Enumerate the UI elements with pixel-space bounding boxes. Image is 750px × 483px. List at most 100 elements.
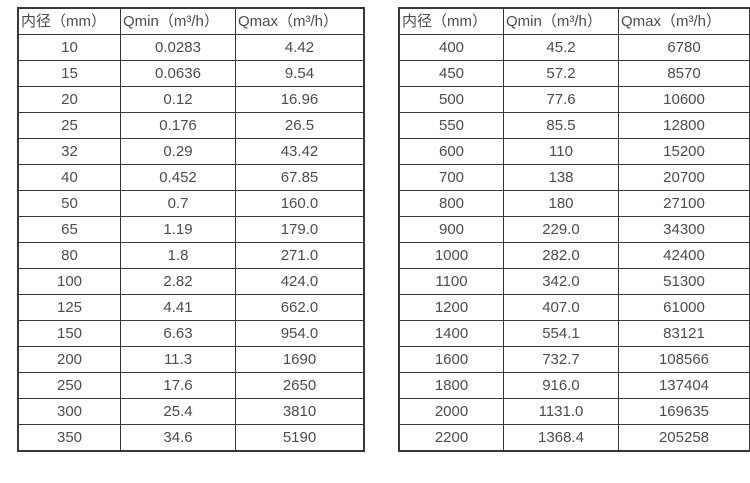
table-row: 25 0.176 26.5 xyxy=(17,112,365,139)
cell-qmax: 20700 xyxy=(618,164,750,191)
cell-diameter: 1000 xyxy=(398,242,504,269)
table-row: 300 25.4 3810 xyxy=(17,398,365,425)
cell-qmax: 9.54 xyxy=(235,60,365,87)
table-row: 1200 407.0 61000 xyxy=(398,294,750,321)
cell-diameter: 100 xyxy=(17,268,121,295)
cell-qmax: 1690 xyxy=(235,346,365,373)
cell-diameter: 600 xyxy=(398,138,504,165)
table-row: 350 34.6 5190 xyxy=(17,424,365,452)
cell-qmin: 229.0 xyxy=(503,216,619,243)
cell-qmax: 67.85 xyxy=(235,164,365,191)
cell-qmax: 16.96 xyxy=(235,86,365,113)
cell-qmax: 12800 xyxy=(618,112,750,139)
cell-diameter: 1600 xyxy=(398,346,504,373)
header-row: 内径（mm） Qmin（m³/h） Qmax（m³/h） xyxy=(17,7,365,35)
cell-qmax: 271.0 xyxy=(235,242,365,269)
table-row: 1600 732.7 108566 xyxy=(398,346,750,373)
cell-diameter: 1800 xyxy=(398,372,504,399)
cell-diameter: 550 xyxy=(398,112,504,139)
cell-qmax: 954.0 xyxy=(235,320,365,347)
cell-diameter: 200 xyxy=(17,346,121,373)
cell-qmin: 0.12 xyxy=(120,86,236,113)
cell-diameter: 25 xyxy=(17,112,121,139)
cell-diameter: 65 xyxy=(17,216,121,243)
cell-qmax: 43.42 xyxy=(235,138,365,165)
cell-qmin: 1.8 xyxy=(120,242,236,269)
column-header-diameter: 内径（mm） xyxy=(17,7,121,35)
cell-qmin: 2.82 xyxy=(120,268,236,295)
cell-qmin: 6.63 xyxy=(120,320,236,347)
cell-qmin: 732.7 xyxy=(503,346,619,373)
flow-table-large-diameters: 内径（mm） Qmin（m³/h） Qmax（m³/h） 400 45.2 6780 450… xyxy=(398,7,750,452)
table-row: 1800 916.0 137404 xyxy=(398,372,750,399)
cell-qmin: 342.0 xyxy=(503,268,619,295)
cell-qmax: 51300 xyxy=(618,268,750,295)
cell-qmax: 27100 xyxy=(618,190,750,217)
cell-qmin: 0.0283 xyxy=(120,34,236,61)
cell-qmax: 4.42 xyxy=(235,34,365,61)
cell-qmax: 662.0 xyxy=(235,294,365,321)
cell-qmin: 0.7 xyxy=(120,190,236,217)
cell-qmin: 180 xyxy=(503,190,619,217)
flow-rate-spec-page: 内径（mm） Qmin（m³/h） Qmax（m³/h） 10 0.0283 4.42 15… xyxy=(17,7,750,452)
cell-qmin: 85.5 xyxy=(503,112,619,139)
table-row: 2200 1368.4 205258 xyxy=(398,424,750,452)
table-row: 600 110 15200 xyxy=(398,138,750,165)
cell-diameter: 400 xyxy=(398,34,504,61)
cell-diameter: 10 xyxy=(17,34,121,61)
header-row: 内径（mm） Qmin（m³/h） Qmax（m³/h） xyxy=(398,7,750,35)
cell-diameter: 20 xyxy=(17,86,121,113)
cell-diameter: 800 xyxy=(398,190,504,217)
table-row: 50 0.7 160.0 xyxy=(17,190,365,217)
cell-qmax: 83121 xyxy=(618,320,750,347)
cell-qmax: 137404 xyxy=(618,372,750,399)
cell-qmin: 11.3 xyxy=(120,346,236,373)
cell-diameter: 80 xyxy=(17,242,121,269)
cell-diameter: 150 xyxy=(17,320,121,347)
cell-diameter: 15 xyxy=(17,60,121,87)
table-row: 2000 1131.0 169635 xyxy=(398,398,750,425)
cell-qmax: 3810 xyxy=(235,398,365,425)
column-header-qmin: Qmin（m³/h） xyxy=(120,7,236,35)
column-header-diameter: 内径（mm） xyxy=(398,7,504,35)
table-row: 1000 282.0 42400 xyxy=(398,242,750,269)
table-row: 1100 342.0 51300 xyxy=(398,268,750,295)
cell-qmax: 8570 xyxy=(618,60,750,87)
cell-diameter: 350 xyxy=(17,424,121,452)
table-row: 450 57.2 8570 xyxy=(398,60,750,87)
cell-qmin: 4.41 xyxy=(120,294,236,321)
cell-qmax: 34300 xyxy=(618,216,750,243)
cell-qmax: 61000 xyxy=(618,294,750,321)
cell-qmin: 77.6 xyxy=(503,86,619,113)
cell-qmax: 10600 xyxy=(618,86,750,113)
cell-diameter: 1100 xyxy=(398,268,504,295)
column-header-qmax: Qmax（m³/h） xyxy=(235,7,365,35)
cell-diameter: 450 xyxy=(398,60,504,87)
cell-qmin: 916.0 xyxy=(503,372,619,399)
cell-diameter: 1200 xyxy=(398,294,504,321)
table-row: 500 77.6 10600 xyxy=(398,86,750,113)
cell-qmax: 2650 xyxy=(235,372,365,399)
cell-qmin: 554.1 xyxy=(503,320,619,347)
table-row: 15 0.0636 9.54 xyxy=(17,60,365,87)
table-row: 250 17.6 2650 xyxy=(17,372,365,399)
flow-table-small-diameters: 内径（mm） Qmin（m³/h） Qmax（m³/h） 10 0.0283 4.42 15… xyxy=(17,7,365,452)
cell-qmin: 1131.0 xyxy=(503,398,619,425)
table-row: 10 0.0283 4.42 xyxy=(17,34,365,61)
cell-diameter: 1400 xyxy=(398,320,504,347)
cell-qmin: 0.176 xyxy=(120,112,236,139)
cell-diameter: 300 xyxy=(17,398,121,425)
cell-qmin: 0.452 xyxy=(120,164,236,191)
column-header-qmax: Qmax（m³/h） xyxy=(618,7,750,35)
cell-diameter: 40 xyxy=(17,164,121,191)
cell-qmax: 205258 xyxy=(618,424,750,452)
cell-qmax: 5190 xyxy=(235,424,365,452)
column-header-qmin: Qmin（m³/h） xyxy=(503,7,619,35)
cell-qmin: 0.0636 xyxy=(120,60,236,87)
cell-qmax: 6780 xyxy=(618,34,750,61)
cell-qmin: 1368.4 xyxy=(503,424,619,452)
cell-qmin: 1.19 xyxy=(120,216,236,243)
cell-qmin: 45.2 xyxy=(503,34,619,61)
cell-qmax: 424.0 xyxy=(235,268,365,295)
table-row: 40 0.452 67.85 xyxy=(17,164,365,191)
